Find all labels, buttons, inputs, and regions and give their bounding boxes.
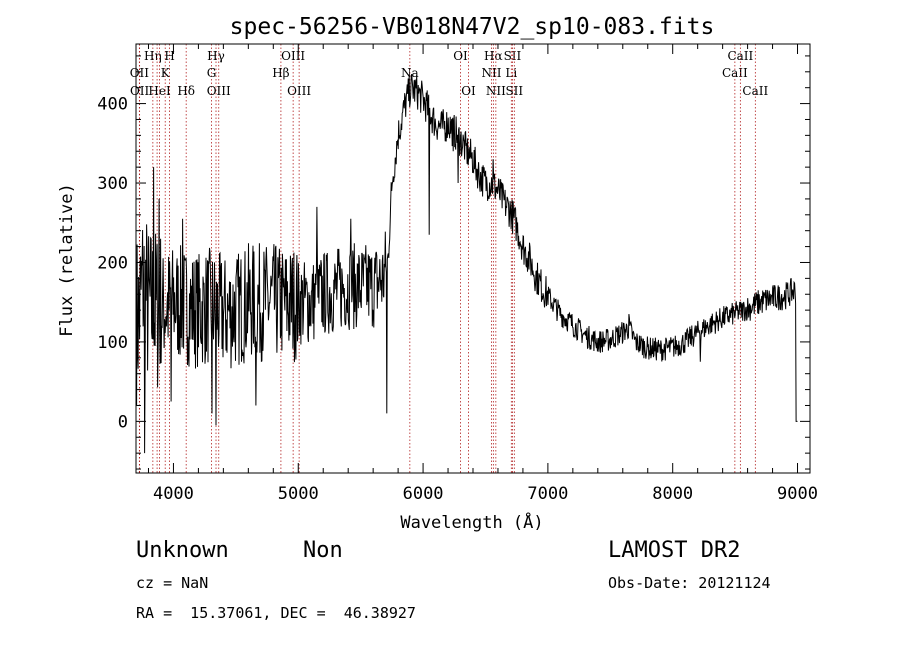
plot-frame [135, 43, 811, 474]
line-marker-label: CaII [722, 66, 748, 80]
line-marker-label: NII [481, 66, 501, 80]
line-marker-label: OIII [281, 49, 305, 63]
y-tick-label: 300 [97, 174, 128, 194]
x-tick-label: 8000 [652, 484, 693, 504]
line-marker-label: CaII [742, 84, 768, 98]
x-tick-label: 9000 [777, 484, 818, 504]
line-marker-label: HeI [148, 84, 171, 98]
y-tick-label: 0 [118, 412, 128, 432]
line-marker-label: G [207, 66, 217, 80]
survey-name: LAMOST DR2 [608, 538, 741, 563]
line-marker-label: Na [401, 66, 419, 80]
line-marker-label: NII [486, 84, 506, 98]
line-marker-label: OI [453, 49, 468, 63]
y-tick-label: 400 [97, 95, 128, 115]
line-marker-label: Hδ [177, 84, 195, 98]
line-marker-label: Li [505, 66, 517, 80]
line-marker-layer: OIIOIIHηHeIKHHδGHγOIIIHβOIIIOIIINaOIOINI… [130, 44, 768, 473]
line-marker-label: Hγ [207, 49, 225, 63]
chart-title: spec-56256-VB018N47V2_sp10-083.fits [230, 14, 715, 40]
x-tick-label: 6000 [403, 484, 444, 504]
line-marker-label: OII [130, 84, 150, 98]
line-marker-label: K [161, 66, 171, 80]
line-marker-label: SII [504, 49, 522, 63]
object-subclass: Non [303, 538, 343, 563]
spectrum-layer [136, 74, 798, 454]
object-class: Unknown [136, 538, 229, 563]
line-marker-label: SII [505, 84, 523, 98]
line-marker-label: Hα [484, 49, 503, 63]
y-tick-label: 100 [97, 333, 128, 353]
x-tick-label: 7000 [527, 484, 568, 504]
redshift-value: cz = NaN [136, 574, 209, 592]
spectrum-line [136, 74, 798, 454]
line-marker-label: OIII [287, 84, 311, 98]
line-marker-label: OI [461, 84, 476, 98]
line-marker-label: Hβ [272, 66, 289, 80]
x-axis-label: Wavelength (Å) [400, 511, 543, 533]
x-tick-label: 4000 [153, 484, 194, 504]
axis-ticks: 4000 5000 6000 7000 8000 9000 0 100 200 300 400 [97, 44, 818, 504]
y-tick-label: 200 [97, 253, 128, 273]
y-axis-label: Flux (relative) [57, 183, 77, 337]
line-marker-label: H [164, 49, 174, 63]
sky-coordinates: RA = 15.37061, DEC = 46.38927 [136, 604, 416, 622]
line-marker-label: Hη [144, 49, 162, 63]
line-marker-label: CaII [727, 49, 753, 63]
x-tick-label: 5000 [278, 484, 319, 504]
line-marker-label: OIII [207, 84, 231, 98]
observation-date: Obs-Date: 20121124 [608, 574, 771, 592]
